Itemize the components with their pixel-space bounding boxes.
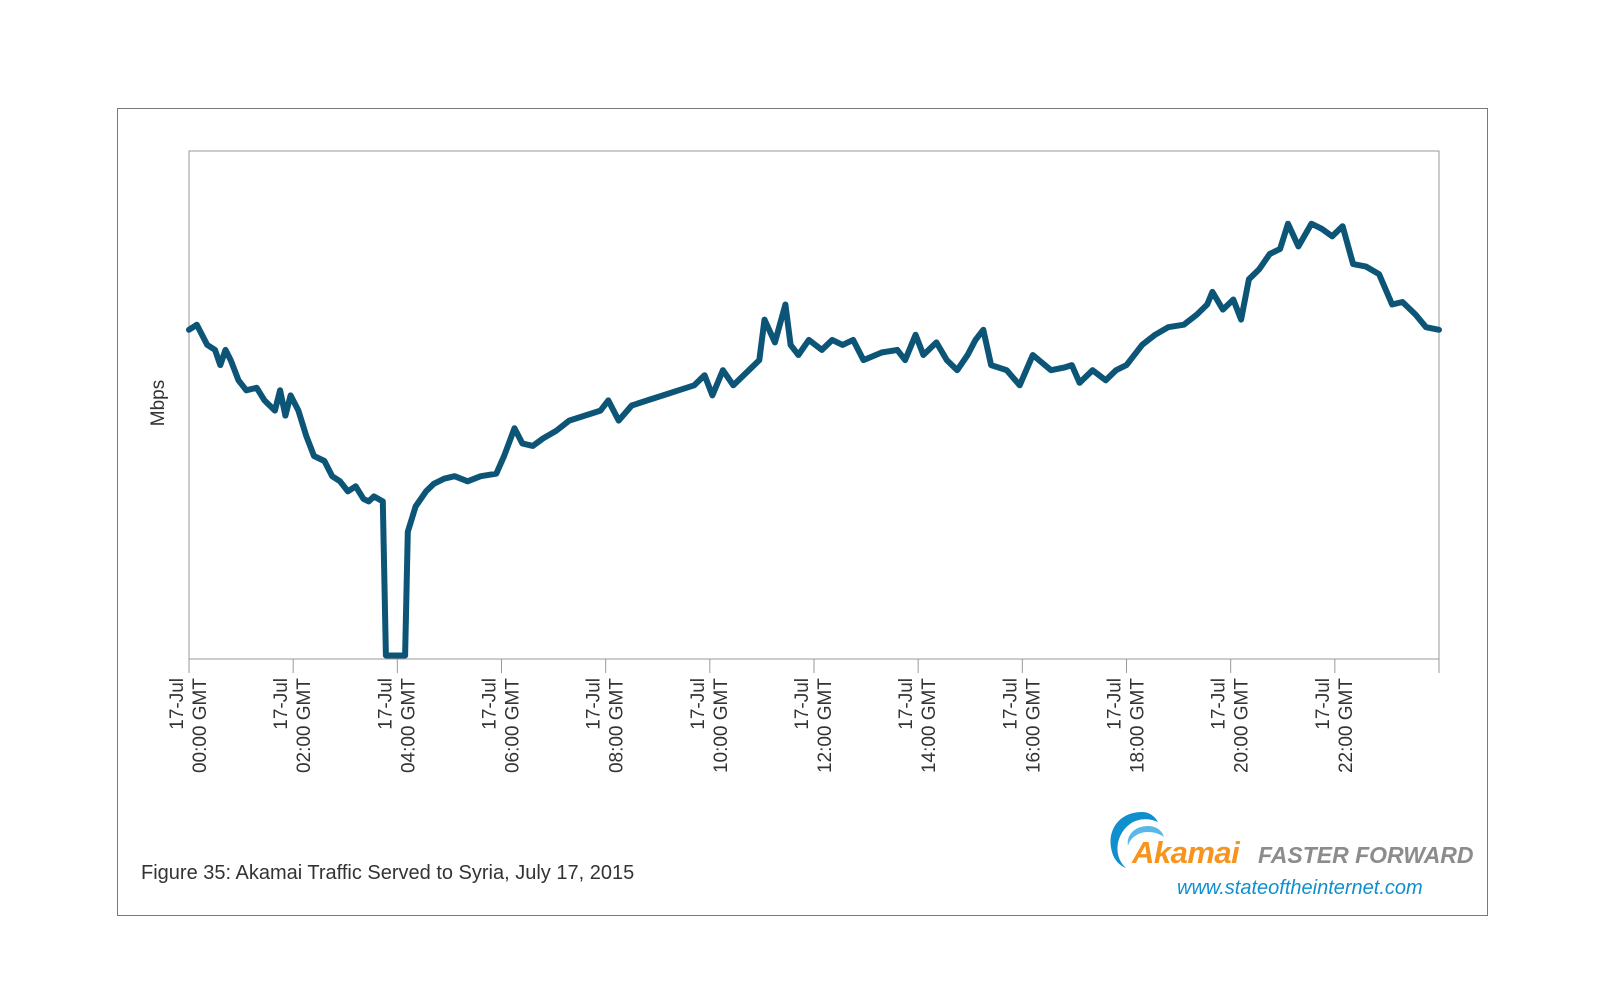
x-tick-label: 17-Jul 08:00 GMT — [584, 678, 628, 773]
x-axis-ticks — [188, 659, 1440, 673]
x-tick-label: 17-Jul 22:00 GMT — [1313, 678, 1357, 773]
x-tick-label: 17-Jul 06:00 GMT — [480, 678, 524, 773]
x-tick-label-time: 06:00 GMT — [503, 678, 524, 773]
x-tick-label-time: 02:00 GMT — [294, 678, 315, 773]
akamai-url: www.stateoftheinternet.com — [1177, 877, 1423, 899]
x-tick-label: 17-Jul 12:00 GMT — [792, 678, 836, 773]
x-tick-label-date: 17-Jul — [688, 678, 709, 730]
x-tick-label-date: 17-Jul — [1209, 678, 1230, 730]
series-line-mbps — [186, 220, 1442, 659]
x-tick-label-date: 17-Jul — [271, 678, 292, 730]
x-tick-label-date: 17-Jul — [1313, 678, 1334, 730]
x-tick-label: 17-Jul 20:00 GMT — [1209, 678, 1253, 773]
x-tick-label-date: 17-Jul — [1000, 678, 1021, 730]
x-tick-label-time: 04:00 GMT — [398, 678, 419, 773]
akamai-logo: Akamai FASTER FORWARD www.stateoftheinte… — [1104, 806, 1474, 906]
x-tick-label: 17-Jul 14:00 GMT — [896, 678, 940, 773]
x-tick-label: 17-Jul 02:00 GMT — [271, 678, 315, 773]
x-tick-label-date: 17-Jul — [896, 678, 917, 730]
akamai-swoosh-icon — [1110, 812, 1164, 868]
akamai-brand-text: Akamai — [1132, 835, 1240, 870]
x-tick-label-time: 10:00 GMT — [711, 678, 732, 773]
x-tick-label-time: 14:00 GMT — [919, 678, 940, 773]
y-axis-label: Mbps — [148, 380, 169, 426]
x-tick-label-time: 18:00 GMT — [1128, 678, 1149, 773]
x-tick-label-date: 17-Jul — [584, 678, 605, 730]
x-tick-label-date: 17-Jul — [480, 678, 501, 730]
x-tick-label: 17-Jul 04:00 GMT — [375, 678, 419, 773]
x-tick-label-date: 17-Jul — [792, 678, 813, 730]
x-tick-label-time: 16:00 GMT — [1023, 678, 1044, 773]
x-tick-label-date: 17-Jul — [1105, 678, 1126, 730]
x-tick-label: 17-Jul 16:00 GMT — [1000, 678, 1044, 773]
x-tick-label-time: 08:00 GMT — [607, 678, 628, 773]
x-tick-label: 17-Jul 18:00 GMT — [1105, 678, 1149, 773]
x-axis-tick-labels: 17-Jul 00:00 GMT 17-Jul 02:00 GMT 17-Jul 04:0… — [167, 678, 1357, 773]
x-tick-label-time: 00:00 GMT — [190, 678, 211, 773]
x-tick-label: 17-Jul 00:00 GMT — [167, 678, 211, 773]
x-tick-label: 17-Jul 10:00 GMT — [688, 678, 732, 773]
x-tick-label-time: 20:00 GMT — [1232, 678, 1253, 773]
x-tick-label-date: 17-Jul — [375, 678, 396, 730]
plot-area — [188, 150, 1440, 660]
akamai-tagline: FASTER FORWARD — [1258, 842, 1474, 868]
x-tick-label-time: 12:00 GMT — [815, 678, 836, 773]
x-tick-label-time: 22:00 GMT — [1336, 678, 1357, 773]
x-tick-label-date: 17-Jul — [167, 678, 188, 730]
figure-frame — [117, 108, 1488, 916]
figure-caption: Figure 35: Akamai Traffic Served to Syri… — [141, 862, 635, 884]
